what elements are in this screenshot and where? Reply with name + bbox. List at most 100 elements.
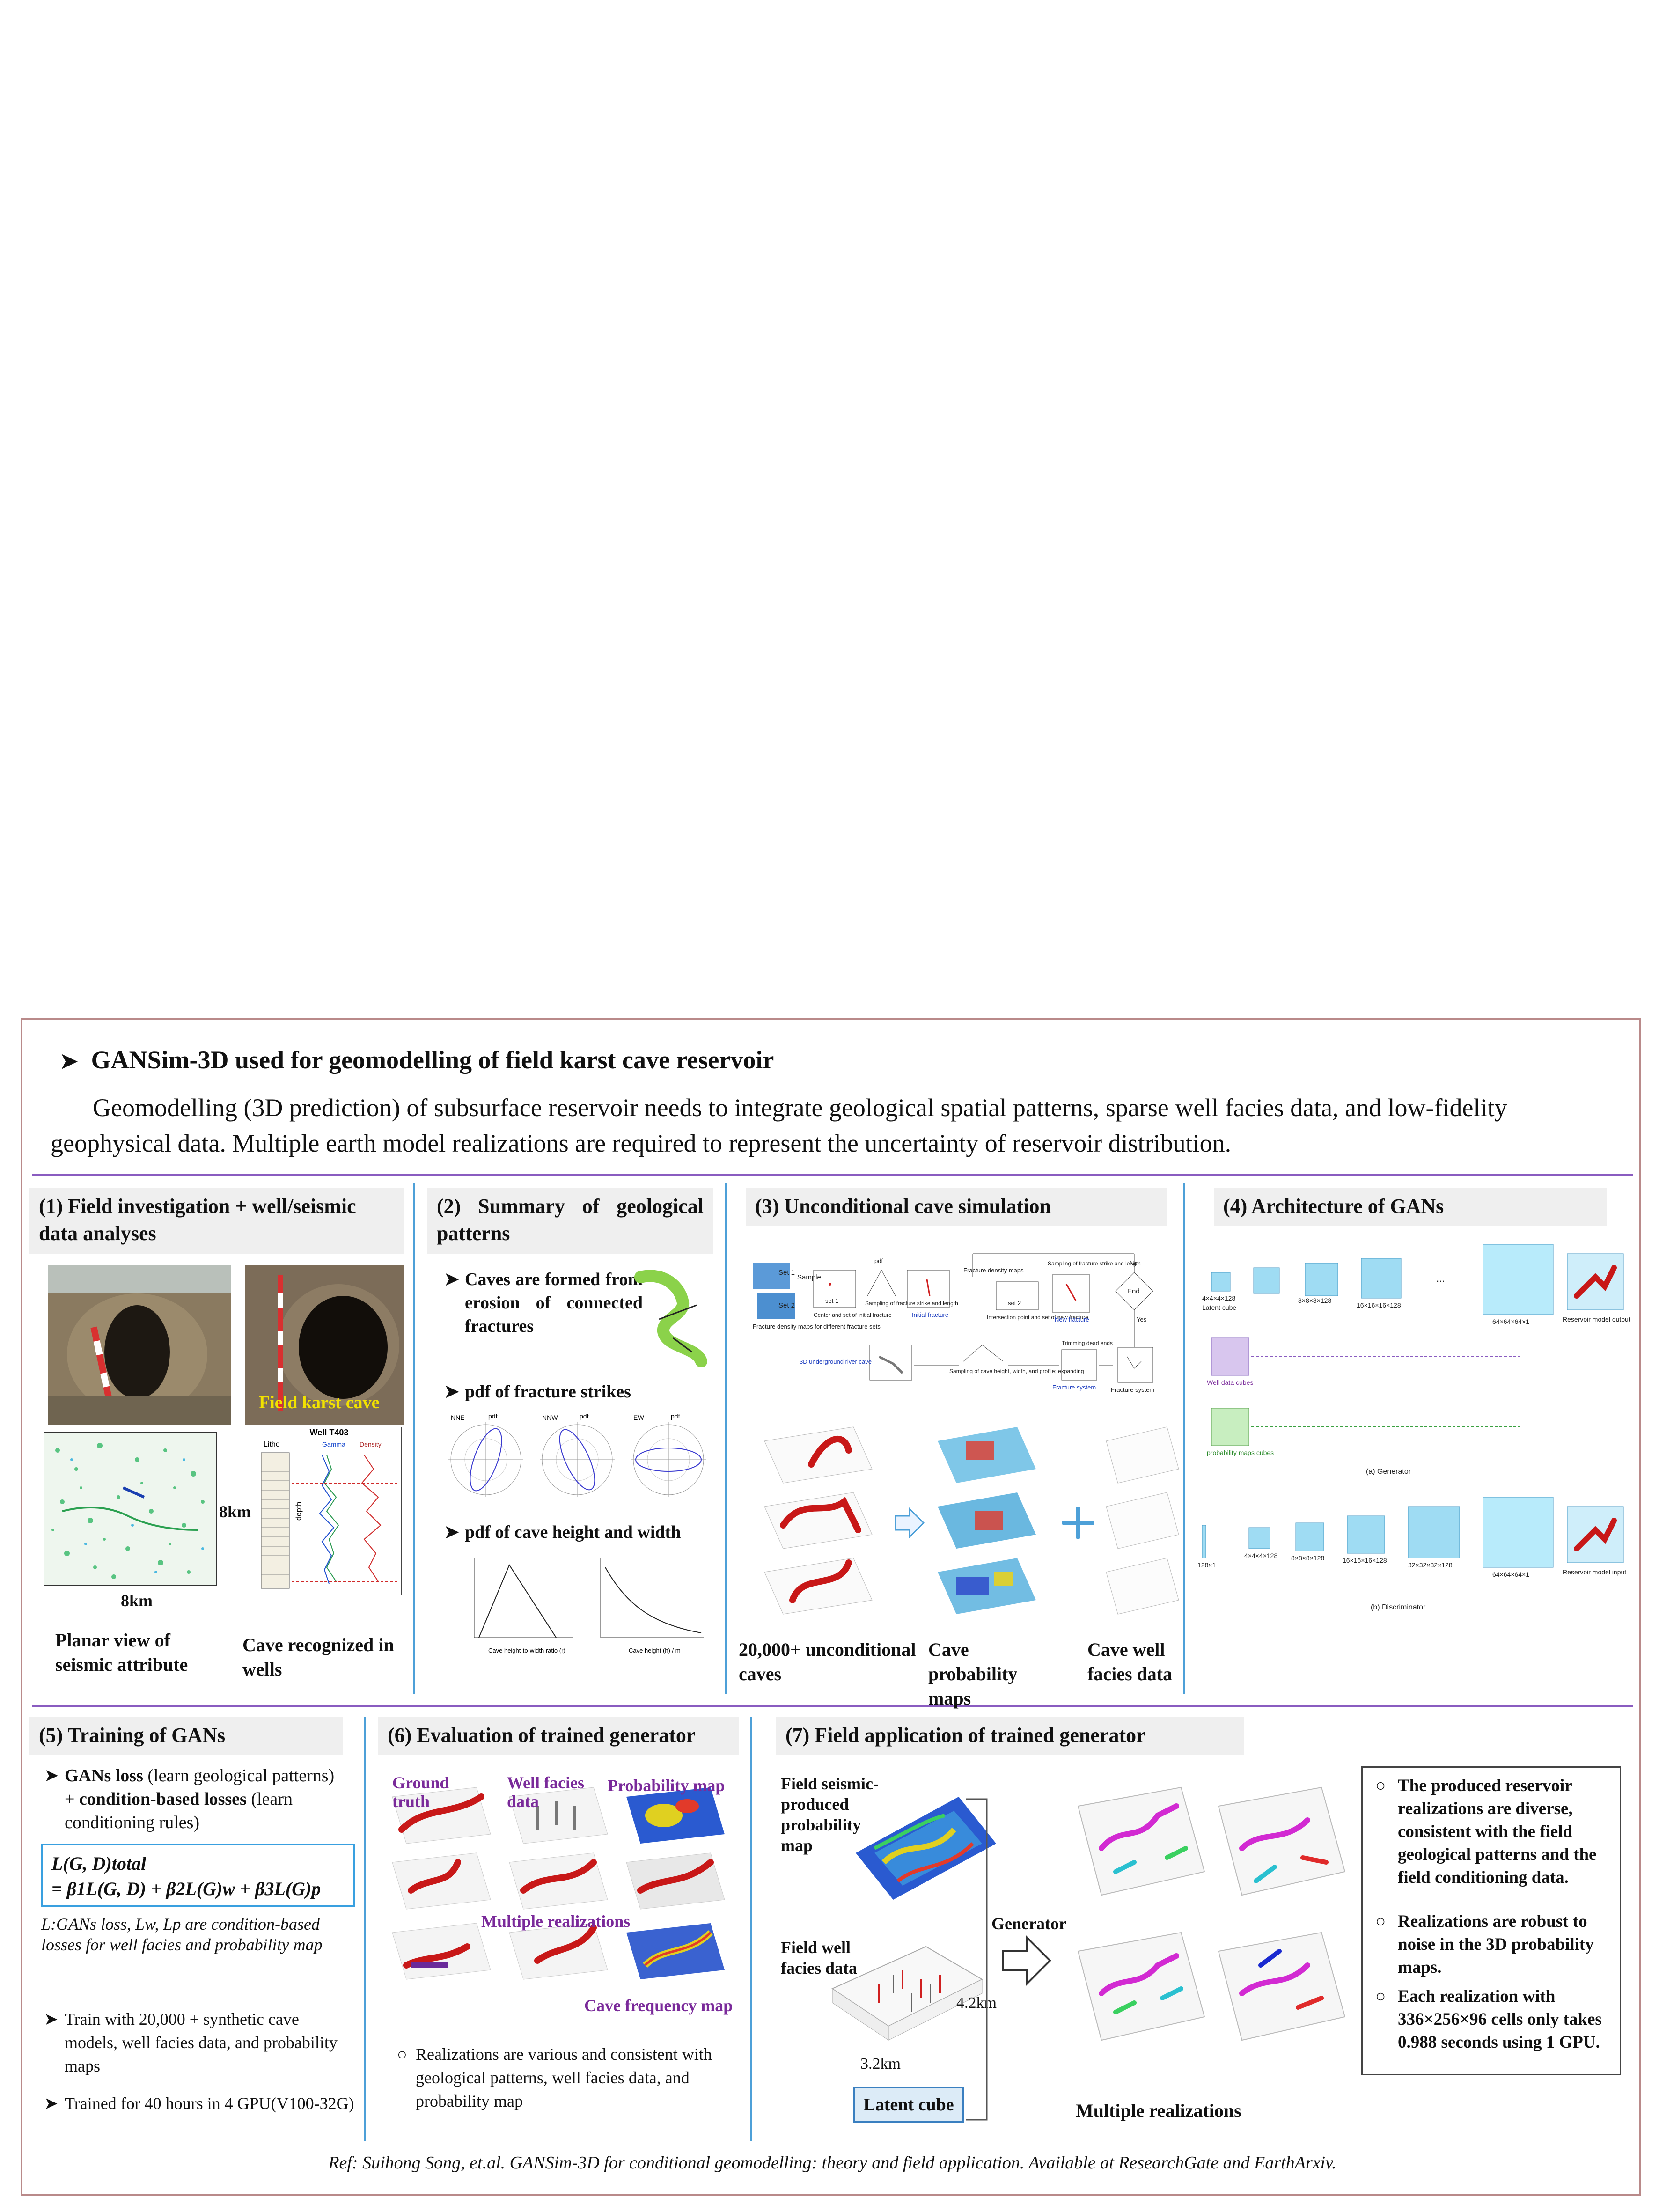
density-label: Density bbox=[360, 1440, 382, 1448]
poster-intro: Geomodelling (3D prediction) of subsurfa… bbox=[51, 1094, 1507, 1157]
dim-label-x: 8km bbox=[121, 1591, 153, 1610]
poster-panel: ➤ GANSim-3D used for geomodelling of fiel… bbox=[21, 1018, 1641, 2196]
rose-label-1: NNE bbox=[451, 1414, 465, 1421]
caption-multi-realizations: Multiple realizations bbox=[1076, 2100, 1241, 2121]
cave-size-pdf-plots: Cave height-to-width ratio (r) Cave heig… bbox=[474, 1558, 704, 1654]
separator-1 bbox=[413, 1183, 415, 1694]
gamma-label: Gamma bbox=[322, 1440, 345, 1448]
circle-bullet-icon: ○ bbox=[1375, 1987, 1386, 2006]
flow-no: No bbox=[1130, 1260, 1138, 1267]
flow-pdf: pdf bbox=[874, 1257, 883, 1264]
gen-label: (a) Generator bbox=[1366, 1468, 1411, 1476]
seismic-probability-map bbox=[856, 1797, 996, 1900]
arrow-bullet-icon: ➤ bbox=[444, 1522, 459, 1542]
s5-bullet-2: ➤ Train with 20,000 + synthetic cave mode… bbox=[44, 2007, 355, 2078]
separator-4 bbox=[364, 1717, 366, 2141]
s6-bullet: ○ Realizations are various and consistent… bbox=[397, 2043, 739, 2113]
disc-label: (b) Discriminator bbox=[1371, 1603, 1426, 1611]
equation-line-2: = β1L(G, D) + β2L(G)w + β3L(G)p bbox=[51, 1878, 321, 1899]
flow-sampling2: Sampling of fracture strike and length bbox=[1048, 1260, 1141, 1267]
flow-system2: Fracture system bbox=[1111, 1386, 1154, 1393]
label-field-well: Field well facies data bbox=[781, 1938, 857, 1977]
flow-cave-sampling: Sampling of cave height, width, and prof… bbox=[949, 1368, 1084, 1374]
flow-sample: Sample bbox=[797, 1273, 821, 1281]
litho-label: Litho bbox=[264, 1440, 280, 1448]
equation-line-1: L(G, D)total bbox=[51, 1853, 147, 1874]
flow-intersection: Intersection point and set of new fractu… bbox=[987, 1314, 1088, 1321]
cave-simulation-flowchart: Set 1 Set 2 Fracture density maps for di… bbox=[753, 1253, 1154, 1393]
divider-top bbox=[32, 1174, 1633, 1176]
s5-bullet-1: ➤ GANs loss (learn geological patterns) +… bbox=[44, 1764, 345, 1834]
flow-trimming: Trimming dead ends bbox=[1062, 1340, 1113, 1346]
flow-new-fracture: New fracture bbox=[1055, 1316, 1089, 1323]
xlabel-ratio: Cave height-to-width ratio (r) bbox=[488, 1647, 565, 1654]
arrow-bullet-icon: ➤ bbox=[44, 1766, 59, 1786]
disc-dim-1: 128×1 bbox=[1197, 1561, 1216, 1569]
loss-equation: L(G, D)total = β1L(G, D) + β2L(G)w + β3L… bbox=[41, 1844, 355, 1907]
section-4-title: (4) Architecture of GANs bbox=[1214, 1188, 1607, 1226]
seismic-attribute-map bbox=[44, 1432, 217, 1586]
conclusion-1: ○ The produced reservoir realizations are… bbox=[1375, 1774, 1613, 1889]
gen-dim-2: 8×8×8×128 bbox=[1298, 1297, 1331, 1304]
flow-system: Fracture system bbox=[1052, 1384, 1096, 1391]
disc-dim-6: 64×64×64×1 bbox=[1492, 1571, 1529, 1578]
gen-output: Reservoir model output bbox=[1563, 1315, 1630, 1323]
flow-sampling: Sampling of fracture strike and length bbox=[865, 1300, 958, 1307]
caption-well-facies: Cave well facies data bbox=[1087, 1639, 1173, 1684]
field-well-facies-cube bbox=[831, 1946, 984, 2041]
section-7-title: (7) Field application of trained generat… bbox=[776, 1717, 1244, 1755]
dim-label-y: 8km bbox=[219, 1502, 251, 1521]
rose-pdf-2: pdf bbox=[580, 1412, 589, 1420]
gen-well-cubes: Well data cubes bbox=[1207, 1379, 1253, 1386]
flow-set1: Set 1 bbox=[778, 1269, 795, 1277]
rose-pdf-1: pdf bbox=[488, 1412, 498, 1420]
flow-yes: Yes bbox=[1137, 1316, 1147, 1323]
dim-label-42: 4.2km bbox=[956, 1994, 997, 2012]
caption-wells: Cave recognized in wells bbox=[242, 1634, 394, 1680]
disc-dim-2: 4×4×4×128 bbox=[1244, 1552, 1277, 1559]
connected-fractures-diagram bbox=[634, 1270, 707, 1367]
circle-bullet-icon: ○ bbox=[397, 2045, 407, 2064]
flow-density-maps: Fracture density maps for different frac… bbox=[753, 1323, 881, 1330]
flow-fdm: Fracture density maps bbox=[963, 1267, 1024, 1274]
circle-bullet-icon: ○ bbox=[1375, 1912, 1386, 1931]
arrow-bullet-icon: ➤ bbox=[44, 2010, 59, 2028]
gen-dim-3: 16×16×16×128 bbox=[1357, 1301, 1401, 1309]
field-realizations-grid bbox=[1077, 1786, 1346, 2041]
s5-bullet-3: ➤ Trained for 40 hours in 4 GPU(V100-32G) bbox=[44, 2092, 355, 2115]
gen-latent: Latent cube bbox=[1202, 1304, 1236, 1311]
cave-photo-1 bbox=[48, 1265, 231, 1425]
rose-label-2: NNW bbox=[542, 1414, 558, 1421]
flow-initial: Initial fracture bbox=[912, 1311, 948, 1318]
disc-dim-4: 16×16×16×128 bbox=[1343, 1557, 1387, 1564]
svg-text:...: ... bbox=[1436, 1272, 1445, 1284]
disc-dim-3: 8×8×8×128 bbox=[1291, 1554, 1324, 1562]
well-title: Well T403 bbox=[310, 1428, 349, 1437]
loss-note: L:GANs loss, Lw, Lp are condition-based … bbox=[41, 1915, 323, 1954]
poster-header: ➤ GANSim-3D used for geomodelling of fiel… bbox=[60, 1045, 774, 1074]
conclusions-box: ○ The produced reservoir realizations are… bbox=[1361, 1766, 1621, 2075]
generator-arrow-icon bbox=[1002, 1935, 1051, 1986]
separator-3 bbox=[1183, 1183, 1185, 1694]
gen-prob-cubes: probability maps cubes bbox=[1207, 1449, 1274, 1456]
label-cave-frequency: Cave frequency map bbox=[584, 1996, 733, 2015]
separator-2 bbox=[725, 1183, 727, 1694]
section-5-title: (5) Training of GANs bbox=[29, 1717, 343, 1755]
label-seismic-map: Field seismic-produced probability map bbox=[781, 1774, 879, 1855]
gen-dim-1: 4×4×4×128 bbox=[1202, 1294, 1235, 1302]
cave-simulation-results bbox=[764, 1426, 1179, 1615]
flow-river: 3D underground river cave bbox=[800, 1358, 872, 1365]
gen-dim-4: 64×64×64×1 bbox=[1492, 1318, 1529, 1325]
conclusion-2: ○ Realizations are robust to noise in the… bbox=[1375, 1910, 1613, 1979]
s2-bullet-3: ➤ pdf of cave height and width bbox=[444, 1521, 708, 1544]
label-multi-realizations: Multiple realizations bbox=[481, 1912, 631, 1931]
s2-bullet-1: ➤ Caves are formed from erosion of connec… bbox=[444, 1268, 643, 1338]
s2-bullet-2: ➤ pdf of fracture strikes bbox=[444, 1380, 708, 1404]
section-3-title: (3) Unconditional cave simulation bbox=[746, 1188, 1167, 1226]
label-ground-truth: Ground truth bbox=[392, 1773, 449, 1811]
circle-bullet-icon: ○ bbox=[1375, 1776, 1386, 1795]
flow-end: End bbox=[1127, 1287, 1140, 1295]
generator-label: Generator bbox=[991, 1914, 1066, 1933]
xlabel-height: Cave height (h) / m bbox=[629, 1647, 681, 1654]
section-6-title: (6) Evaluation of trained generator bbox=[378, 1717, 739, 1755]
